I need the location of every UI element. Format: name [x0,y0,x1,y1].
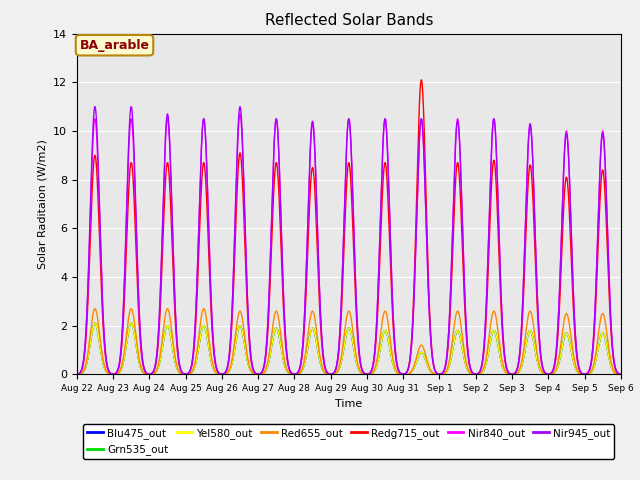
Legend: Blu475_out, Grn535_out, Yel580_out, Red655_out, Redg715_out, Nir840_out, Nir945_: Blu475_out, Grn535_out, Yel580_out, Red6… [83,424,614,459]
Text: BA_arable: BA_arable [79,39,150,52]
X-axis label: Time: Time [335,399,362,408]
Title: Reflected Solar Bands: Reflected Solar Bands [264,13,433,28]
Y-axis label: Solar Raditaion (W/m2): Solar Raditaion (W/m2) [37,139,47,269]
